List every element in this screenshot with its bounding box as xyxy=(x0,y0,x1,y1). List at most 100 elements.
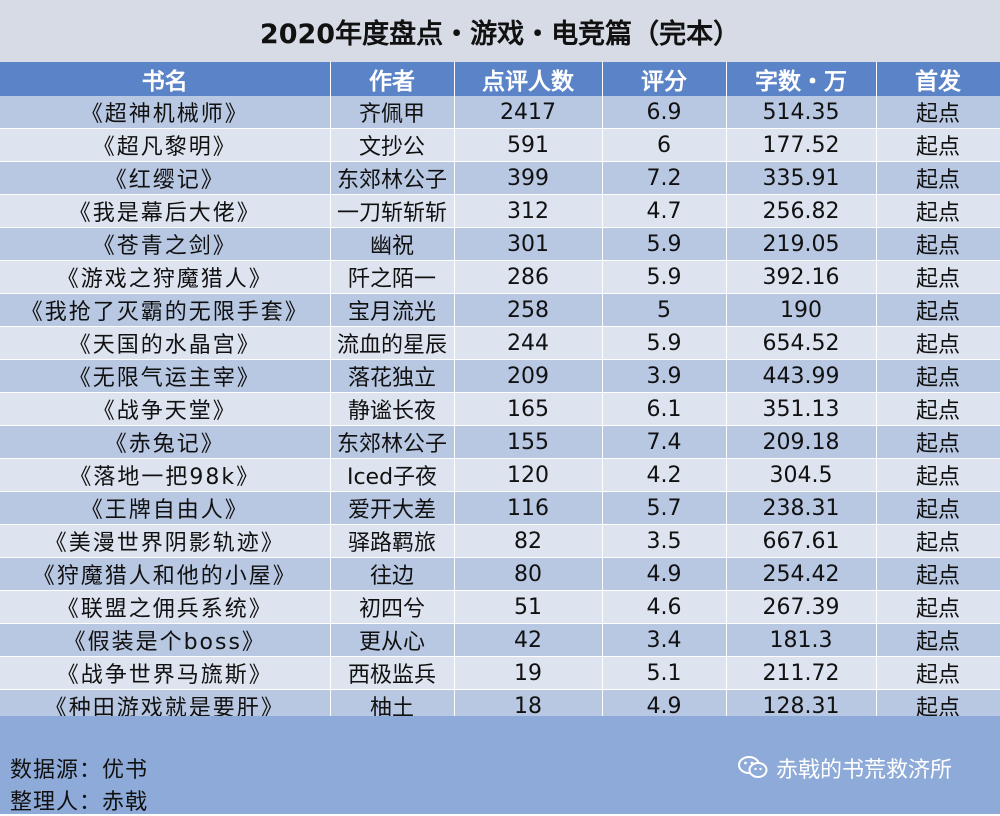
column-header-score: 评分 xyxy=(602,62,727,96)
cell-score: 4.7 xyxy=(602,194,727,228)
brand-watermark: 赤戟的书荒救济所 xyxy=(738,752,952,784)
cell-score: 5.9 xyxy=(602,260,727,294)
cell-word-count: 209.18 xyxy=(726,425,877,459)
cell-author: 东郊林公子 xyxy=(330,161,455,195)
cell-author: 流血的星辰 xyxy=(330,326,455,360)
cell-word-count: 514.35 xyxy=(726,96,877,129)
cell-platform: 起点 xyxy=(876,128,1000,162)
table-row: 《美漫世界阴影轨迹》 驿路羁旅 82 3.5 667.61 起点 xyxy=(0,524,1000,558)
cell-word-count: 211.72 xyxy=(726,656,877,690)
cell-review-count: 301 xyxy=(454,227,603,261)
cell-word-count: 256.82 xyxy=(726,194,877,228)
cell-title: 《无限气运主宰》 xyxy=(0,359,331,393)
cell-author: 驿路羁旅 xyxy=(330,524,455,558)
cell-word-count: 267.39 xyxy=(726,590,877,624)
cell-author: 爱开大差 xyxy=(330,491,455,525)
cell-platform: 起点 xyxy=(876,557,1000,591)
cell-score: 3.9 xyxy=(602,359,727,393)
cell-word-count: 304.5 xyxy=(726,458,877,492)
cell-platform: 起点 xyxy=(876,491,1000,525)
cell-score: 7.4 xyxy=(602,425,727,459)
column-header-title: 书名 xyxy=(0,62,331,96)
cell-title: 《狩魔猎人和他的小屋》 xyxy=(0,557,331,591)
cell-word-count: 219.05 xyxy=(726,227,877,261)
cell-author: 一刀斩斩斩 xyxy=(330,194,455,228)
cell-author: 幽祝 xyxy=(330,227,455,261)
cell-word-count: 667.61 xyxy=(726,524,877,558)
cell-author: 落花独立 xyxy=(330,359,455,393)
column-header-review-count: 点评人数 xyxy=(454,62,603,96)
wechat-icon xyxy=(738,755,768,781)
cell-platform: 起点 xyxy=(876,227,1000,261)
cell-word-count: 177.52 xyxy=(726,128,877,162)
cell-word-count: 392.16 xyxy=(726,260,877,294)
data-source-label: 数据源：优书 xyxy=(10,758,149,783)
cell-title: 《苍青之剑》 xyxy=(0,227,331,261)
cell-platform: 起点 xyxy=(876,524,1000,558)
table-row: 《假装是个boss》 更从心 42 3.4 181.3 起点 xyxy=(0,623,1000,657)
cell-title: 《落地一把98k》 xyxy=(0,458,331,492)
cell-score: 5.1 xyxy=(602,656,727,690)
cell-title: 《联盟之佣兵系统》 xyxy=(0,590,331,624)
table-row: 《战争天堂》 静谧长夜 165 6.1 351.13 起点 xyxy=(0,392,1000,426)
brand-name: 赤戟的书荒救济所 xyxy=(776,758,953,783)
table-row: 《我是幕后大佬》 一刀斩斩斩 312 4.7 256.82 起点 xyxy=(0,194,1000,228)
cell-title: 《游戏之狩魔猎人》 xyxy=(0,260,331,294)
cell-score: 4.2 xyxy=(602,458,727,492)
cell-word-count: 190 xyxy=(726,293,877,327)
cell-author: 更从心 xyxy=(330,623,455,657)
cell-title: 《超神机械师》 xyxy=(0,96,331,129)
cell-title: 《假装是个boss》 xyxy=(0,623,331,657)
table-row: 《苍青之剑》 幽祝 301 5.9 219.05 起点 xyxy=(0,227,1000,261)
cell-title: 《我抢了灭霸的无限手套》 xyxy=(0,293,331,327)
cell-word-count: 351.13 xyxy=(726,392,877,426)
column-header-word-count: 字数・万 xyxy=(726,62,877,96)
cell-review-count: 209 xyxy=(454,359,603,393)
cell-platform: 起点 xyxy=(876,161,1000,195)
cell-score: 5.9 xyxy=(602,326,727,360)
cell-author: 往边 xyxy=(330,557,455,591)
table-row: 《红缨记》 东郊林公子 399 7.2 335.91 起点 xyxy=(0,161,1000,195)
table-row: 《我抢了灭霸的无限手套》 宝月流光 258 5 190 起点 xyxy=(0,293,1000,327)
cell-author: 宝月流光 xyxy=(330,293,455,327)
cell-author: 阡之陌一 xyxy=(330,260,455,294)
cell-review-count: 82 xyxy=(454,524,603,558)
cell-review-count: 286 xyxy=(454,260,603,294)
cell-score: 3.4 xyxy=(602,623,727,657)
cell-review-count: 244 xyxy=(454,326,603,360)
table-header-row: 书名 作者 点评人数 评分 字数・万 首发 xyxy=(0,62,1000,96)
cell-review-count: 42 xyxy=(454,623,603,657)
cell-word-count: 181.3 xyxy=(726,623,877,657)
cell-score: 4.9 xyxy=(602,557,727,591)
page-title: 2020年度盘点・游戏・电竞篇（完本） xyxy=(0,0,1000,63)
cell-platform: 起点 xyxy=(876,656,1000,690)
cell-platform: 起点 xyxy=(876,194,1000,228)
table-row: 《无限气运主宰》 落花独立 209 3.9 443.99 起点 xyxy=(0,359,1000,393)
cell-title: 《战争天堂》 xyxy=(0,392,331,426)
footer-bar xyxy=(0,716,1000,814)
compiler-label: 整理人：赤戟 xyxy=(10,790,149,815)
cell-author: 静谧长夜 xyxy=(330,392,455,426)
cell-review-count: 51 xyxy=(454,590,603,624)
book-table: 书名 作者 点评人数 评分 字数・万 首发 《超神机械师》 齐佩甲 2417 6.9 5… xyxy=(0,62,1000,723)
cell-review-count: 80 xyxy=(454,557,603,591)
table-row: 《落地一把98k》 Iced子夜 120 4.2 304.5 起点 xyxy=(0,458,1000,492)
cell-score: 5 xyxy=(602,293,727,327)
table-row: 《狩魔猎人和他的小屋》 往边 80 4.9 254.42 起点 xyxy=(0,557,1000,591)
cell-word-count: 654.52 xyxy=(726,326,877,360)
cell-review-count: 258 xyxy=(454,293,603,327)
cell-review-count: 591 xyxy=(454,128,603,162)
cell-title: 《我是幕后大佬》 xyxy=(0,194,331,228)
column-header-platform: 首发 xyxy=(876,62,1000,96)
cell-platform: 起点 xyxy=(876,293,1000,327)
cell-score: 5.7 xyxy=(602,491,727,525)
cell-score: 4.6 xyxy=(602,590,727,624)
cell-review-count: 312 xyxy=(454,194,603,228)
table-row: 《联盟之佣兵系统》 初四兮 51 4.6 267.39 起点 xyxy=(0,590,1000,624)
cell-platform: 起点 xyxy=(876,96,1000,129)
table-row: 《战争世界马旒斯》 西极监兵 19 5.1 211.72 起点 xyxy=(0,656,1000,690)
cell-review-count: 399 xyxy=(454,161,603,195)
cell-title: 《美漫世界阴影轨迹》 xyxy=(0,524,331,558)
cell-score: 5.9 xyxy=(602,227,727,261)
cell-author: 初四兮 xyxy=(330,590,455,624)
